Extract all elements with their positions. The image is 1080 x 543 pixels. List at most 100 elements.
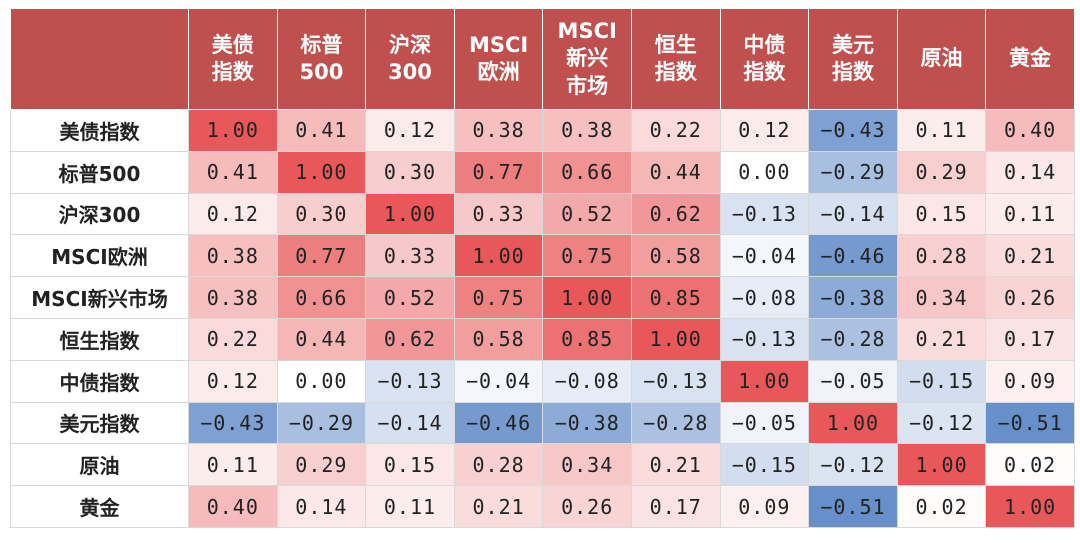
column-header: MSCI 新兴 市场 bbox=[542, 8, 632, 110]
heatmap-cell: 0.58 bbox=[630, 234, 721, 278]
heatmap-cell: 0.85 bbox=[630, 276, 721, 319]
heatmap-cell: 0.29 bbox=[896, 150, 987, 194]
heatmap-cell: 0.11 bbox=[985, 192, 1075, 236]
heatmap-cell: −0.43 bbox=[808, 109, 898, 152]
heatmap-cell: −0.13 bbox=[719, 317, 810, 361]
heatmap-cell: 0.09 bbox=[985, 359, 1075, 403]
column-header: 原油 bbox=[896, 8, 987, 110]
column-header: MSCI 欧洲 bbox=[453, 8, 544, 110]
heatmap-cell: 0.00 bbox=[276, 359, 367, 403]
heatmap-cell: −0.12 bbox=[896, 401, 987, 445]
table-row: MSCI新兴市场 0.38 0.66 0.52 0.75 1.00 0.85 −0.08 −0.… bbox=[10, 276, 1075, 319]
heatmap-cell: 0.14 bbox=[985, 150, 1075, 194]
heatmap-cell: 0.44 bbox=[276, 317, 367, 361]
heatmap-cell: 0.34 bbox=[896, 276, 987, 319]
heatmap-cell: −0.05 bbox=[808, 359, 898, 403]
column-header: 中债 指数 bbox=[719, 8, 810, 110]
table-row: 黄金 0.40 0.14 0.11 0.21 0.26 0.17 0.09 −0.51 0.02 1… bbox=[10, 485, 1075, 528]
heatmap-cell: 0.21 bbox=[985, 234, 1075, 278]
heatmap-cell: 0.38 bbox=[453, 109, 544, 152]
heatmap-cell: 0.62 bbox=[630, 192, 721, 236]
row-header: MSCI欧洲 bbox=[10, 234, 189, 278]
heatmap-cell: −0.14 bbox=[808, 192, 898, 236]
heatmap-cell: 1.00 bbox=[896, 443, 987, 487]
heatmap-cell: 0.62 bbox=[365, 317, 455, 361]
heatmap-cell: 0.38 bbox=[188, 234, 278, 278]
heatmap-cell: 0.21 bbox=[630, 443, 721, 487]
heatmap-cell: 0.77 bbox=[453, 150, 544, 194]
heatmap-cell: 1.00 bbox=[808, 401, 898, 445]
heatmap-cell: 0.26 bbox=[542, 485, 632, 528]
heatmap-cell: −0.28 bbox=[630, 401, 721, 445]
heatmap-cell: 0.17 bbox=[630, 485, 721, 528]
row-header: MSCI新兴市场 bbox=[10, 276, 189, 319]
column-header: 美元 指数 bbox=[808, 8, 898, 110]
heatmap-cell: −0.13 bbox=[365, 359, 455, 403]
heatmap-cell: 0.21 bbox=[453, 485, 544, 528]
heatmap-cell: 0.41 bbox=[188, 150, 278, 194]
heatmap-cell: −0.13 bbox=[719, 192, 810, 236]
table-row: 标普500 0.41 1.00 0.30 0.77 0.66 0.44 0.00 −0.29 0.… bbox=[10, 150, 1075, 194]
column-header: 黄金 bbox=[985, 8, 1075, 110]
column-header: 标普 500 bbox=[276, 8, 367, 110]
heatmap-cell: 0.33 bbox=[453, 192, 544, 236]
heatmap-cell: 0.15 bbox=[365, 443, 455, 487]
heatmap-cell: 0.28 bbox=[453, 443, 544, 487]
heatmap-cell: 0.38 bbox=[542, 109, 632, 152]
heatmap-cell: −0.46 bbox=[808, 234, 898, 278]
heatmap-cell: 0.12 bbox=[188, 192, 278, 236]
heatmap-cell: 0.09 bbox=[719, 485, 810, 528]
heatmap-cell: −0.04 bbox=[453, 359, 544, 403]
heatmap-cell: 0.30 bbox=[276, 192, 367, 236]
heatmap-cell: 0.52 bbox=[365, 276, 455, 319]
heatmap-cell: −0.38 bbox=[542, 401, 632, 445]
heatmap-cell: 1.00 bbox=[188, 109, 278, 152]
heatmap-cell: −0.08 bbox=[719, 276, 810, 319]
heatmap-cell: 0.30 bbox=[365, 150, 455, 194]
table-row: 原油 0.11 0.29 0.15 0.28 0.34 0.21 −0.15 −0.12 1.00… bbox=[10, 443, 1075, 487]
heatmap-cell: 0.85 bbox=[542, 317, 632, 361]
heatmap-cell: −0.04 bbox=[719, 234, 810, 278]
heatmap-cell: 0.66 bbox=[542, 150, 632, 194]
heatmap-cell: 1.00 bbox=[630, 317, 721, 361]
column-header: 恒生 指数 bbox=[630, 8, 721, 110]
heatmap-cell: −0.15 bbox=[896, 359, 987, 403]
heatmap-cell: −0.08 bbox=[542, 359, 632, 403]
heatmap-cell: 0.00 bbox=[719, 150, 810, 194]
heatmap-cell: 0.29 bbox=[276, 443, 367, 487]
column-header: 美债 指数 bbox=[188, 8, 278, 110]
header-row: 美债 指数 标普 500 沪深 300 MSCI 欧洲 MSCI 新兴 市场 恒生 指数中… bbox=[10, 8, 1075, 110]
heatmap-cell: 0.52 bbox=[542, 192, 632, 236]
heatmap-cell: −0.29 bbox=[808, 150, 898, 194]
heatmap-cell: 0.41 bbox=[276, 109, 367, 152]
heatmap-cell: 0.44 bbox=[630, 150, 721, 194]
heatmap-cell: 1.00 bbox=[365, 192, 455, 236]
heatmap-cell: 0.22 bbox=[630, 109, 721, 152]
heatmap-cell: 0.22 bbox=[188, 317, 278, 361]
heatmap-cell: −0.46 bbox=[453, 401, 544, 445]
correlation-table: 美债 指数 标普 500 沪深 300 MSCI 欧洲 MSCI 新兴 市场 恒生 指数中… bbox=[10, 8, 1075, 528]
heatmap-cell: 0.28 bbox=[896, 234, 987, 278]
heatmap-cell: 0.15 bbox=[896, 192, 987, 236]
table-row: 美债指数 1.00 0.41 0.12 0.38 0.38 0.22 0.12 −0.43 0.1… bbox=[10, 109, 1075, 152]
heatmap-cell: −0.15 bbox=[719, 443, 810, 487]
row-header: 美元指数 bbox=[10, 401, 189, 445]
table-row: 美元指数 −0.43 −0.29 −0.14 −0.46 −0.38 −0.28 −0.05 1… bbox=[10, 401, 1075, 445]
heatmap-cell: −0.14 bbox=[365, 401, 455, 445]
heatmap-cell: −0.05 bbox=[719, 401, 810, 445]
heatmap-cell: 0.11 bbox=[365, 485, 455, 528]
heatmap-cell: 0.40 bbox=[188, 485, 278, 528]
heatmap-cell: 0.02 bbox=[896, 485, 987, 528]
heatmap-cell: 0.77 bbox=[276, 234, 367, 278]
heatmap-cell: 0.17 bbox=[985, 317, 1075, 361]
column-header: 沪深 300 bbox=[365, 8, 455, 110]
heatmap-cell: −0.28 bbox=[808, 317, 898, 361]
heatmap-cell: 0.33 bbox=[365, 234, 455, 278]
heatmap-cell: 1.00 bbox=[985, 485, 1075, 528]
heatmap-cell: 0.26 bbox=[985, 276, 1075, 319]
heatmap-cell: 0.75 bbox=[542, 234, 632, 278]
table-row: MSCI欧洲 0.38 0.77 0.33 1.00 0.75 0.58 −0.04 −0.46… bbox=[10, 234, 1075, 278]
row-header: 中债指数 bbox=[10, 359, 189, 403]
heatmap-cell: 1.00 bbox=[276, 150, 367, 194]
heatmap-cell: 0.58 bbox=[453, 317, 544, 361]
